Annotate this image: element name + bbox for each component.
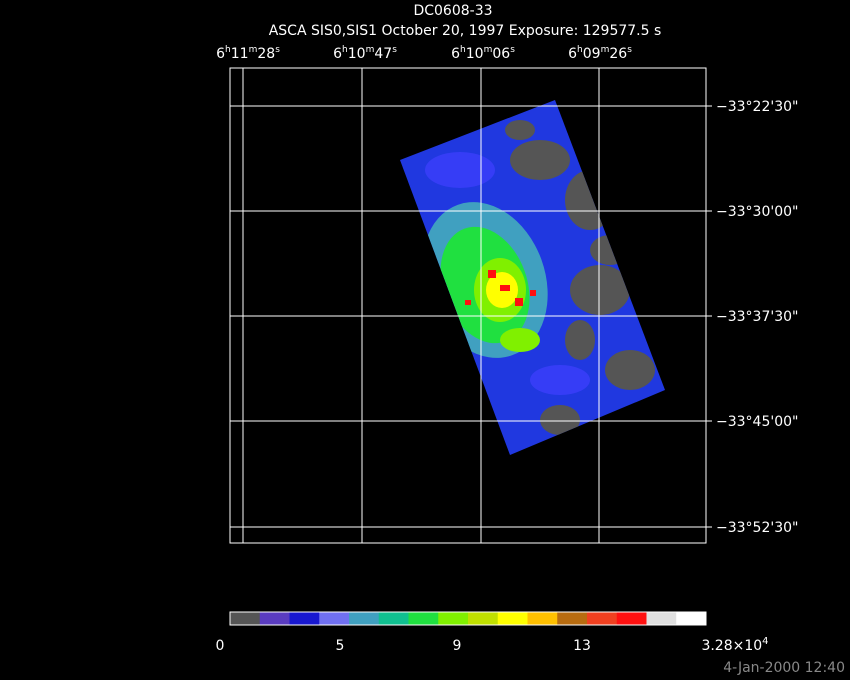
label-part: 26	[609, 46, 627, 62]
label-part: 11	[231, 46, 249, 62]
colorbar-swatch	[497, 612, 528, 625]
superscript: s	[627, 45, 632, 55]
colorbar-swatch	[557, 612, 588, 625]
colorbar-frame	[229, 611, 707, 626]
label-part: 10	[466, 46, 484, 62]
colorbar-swatch	[646, 612, 677, 625]
superscript: h	[225, 45, 231, 55]
label-part: 13	[573, 638, 591, 654]
colorbar-label: 9	[453, 638, 462, 654]
colorbar-swatch	[468, 612, 499, 625]
label-part: 6	[568, 46, 577, 62]
label-part: 0	[216, 638, 225, 654]
superscript: m	[484, 45, 493, 55]
title: DC0608-33	[413, 3, 492, 19]
colorbar-swatch	[349, 612, 380, 625]
superscript: s	[392, 45, 397, 55]
label-part: 5	[336, 638, 345, 654]
label-part: 10	[348, 46, 366, 62]
label-part: 9	[453, 638, 462, 654]
dec-label: −33°22'30"	[716, 99, 798, 115]
superscript: h	[460, 45, 466, 55]
ra-label: 6h11m28s	[216, 45, 280, 62]
colorbar-label: 5	[336, 638, 345, 654]
colorbar-swatch	[319, 612, 350, 625]
superscript: h	[342, 45, 348, 55]
superscript: s	[510, 45, 515, 55]
colorbar-swatch	[616, 612, 647, 625]
colorbar-swatch	[438, 612, 469, 625]
label-part: 09	[583, 46, 601, 62]
colorbar-label: 0	[216, 638, 225, 654]
colorbar-label: 13	[573, 638, 591, 654]
dec-label: −33°52'30"	[716, 520, 798, 536]
label-part: 47	[374, 46, 392, 62]
label-part: 3.28×10	[701, 638, 762, 654]
colorbar-label: 3.28×104	[701, 636, 768, 654]
label-part: 6	[333, 46, 342, 62]
ra-label: 6h10m47s	[333, 45, 397, 62]
label-part: 6	[216, 46, 225, 62]
colorbar-swatch	[378, 612, 409, 625]
footer-timestamp: 4-Jan-2000 12:40	[723, 660, 845, 676]
colorbar-swatch	[676, 612, 707, 625]
ra-label: 6h10m06s	[451, 45, 515, 62]
superscript: m	[366, 45, 375, 55]
colorbar-swatch	[289, 612, 320, 625]
coordinate-grid	[229, 67, 712, 544]
colorbar-swatch	[259, 612, 290, 625]
dec-label: −33°30'00"	[716, 204, 798, 220]
superscript: s	[275, 45, 280, 55]
colorbar-swatch	[587, 612, 618, 625]
subtitle: ASCA SIS0,SIS1 October 20, 1997 Exposure…	[269, 23, 662, 39]
label-part: 06	[492, 46, 510, 62]
superscript: m	[601, 45, 610, 55]
colorbar-swatch	[230, 612, 261, 625]
label-part: 28	[257, 46, 275, 62]
dec-label: −33°37'30"	[716, 309, 798, 325]
ra-label: 6h09m26s	[568, 45, 632, 62]
superscript: m	[249, 45, 258, 55]
dec-label: −33°45'00"	[716, 414, 798, 430]
superscript: 4	[762, 636, 768, 647]
colorbar-swatch	[527, 612, 558, 625]
label-part: 6	[451, 46, 460, 62]
superscript: h	[577, 45, 583, 55]
colorbar	[230, 612, 707, 625]
colorbar-swatch	[408, 612, 439, 625]
